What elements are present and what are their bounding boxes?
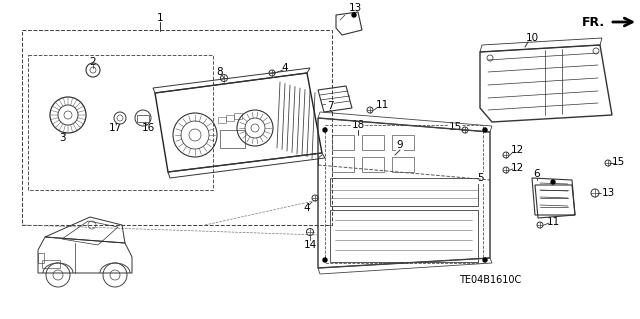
Bar [137,115,149,122]
Text: 12: 12 [510,145,524,155]
Text: TE04B1610C: TE04B1610C [459,275,521,285]
Text: 2: 2 [90,57,96,67]
Bar [325,125,483,263]
Text: 11: 11 [376,100,388,110]
Bar [330,210,478,262]
Bar [226,115,234,121]
Text: 12: 12 [510,163,524,173]
Text: 11: 11 [547,217,559,227]
Text: 9: 9 [397,140,403,150]
Bar [362,135,384,150]
Text: 15: 15 [611,157,625,167]
Circle shape [323,128,327,132]
Text: 1: 1 [157,13,163,23]
Text: 4: 4 [282,63,288,73]
Bar [220,130,245,148]
Text: 13: 13 [602,188,614,198]
Bar [392,157,414,172]
Text: 4: 4 [304,203,310,213]
Bar [332,135,354,150]
Text: 14: 14 [303,240,317,250]
Bar [28,55,213,190]
Circle shape [114,112,126,124]
Bar [38,253,44,263]
Text: 8: 8 [217,67,223,77]
Circle shape [551,180,555,184]
Bar [42,260,60,268]
Circle shape [352,13,356,17]
Text: 10: 10 [525,33,539,43]
Text: 15: 15 [449,122,461,132]
Circle shape [323,258,327,262]
Circle shape [483,128,487,132]
Bar [392,135,414,150]
Circle shape [483,258,487,262]
Text: 13: 13 [348,3,362,13]
Text: 18: 18 [351,120,365,130]
Bar [332,157,354,172]
Bar [22,30,332,225]
Text: FR.: FR. [582,16,605,28]
Text: 5: 5 [477,173,483,183]
Text: 16: 16 [141,123,155,133]
Bar [330,178,478,206]
Text: 17: 17 [108,123,122,133]
Text: 7: 7 [326,101,333,111]
Bar [362,157,384,172]
Bar [218,117,226,123]
Bar [234,113,242,119]
Text: 6: 6 [534,169,540,179]
Text: 3: 3 [59,133,65,143]
